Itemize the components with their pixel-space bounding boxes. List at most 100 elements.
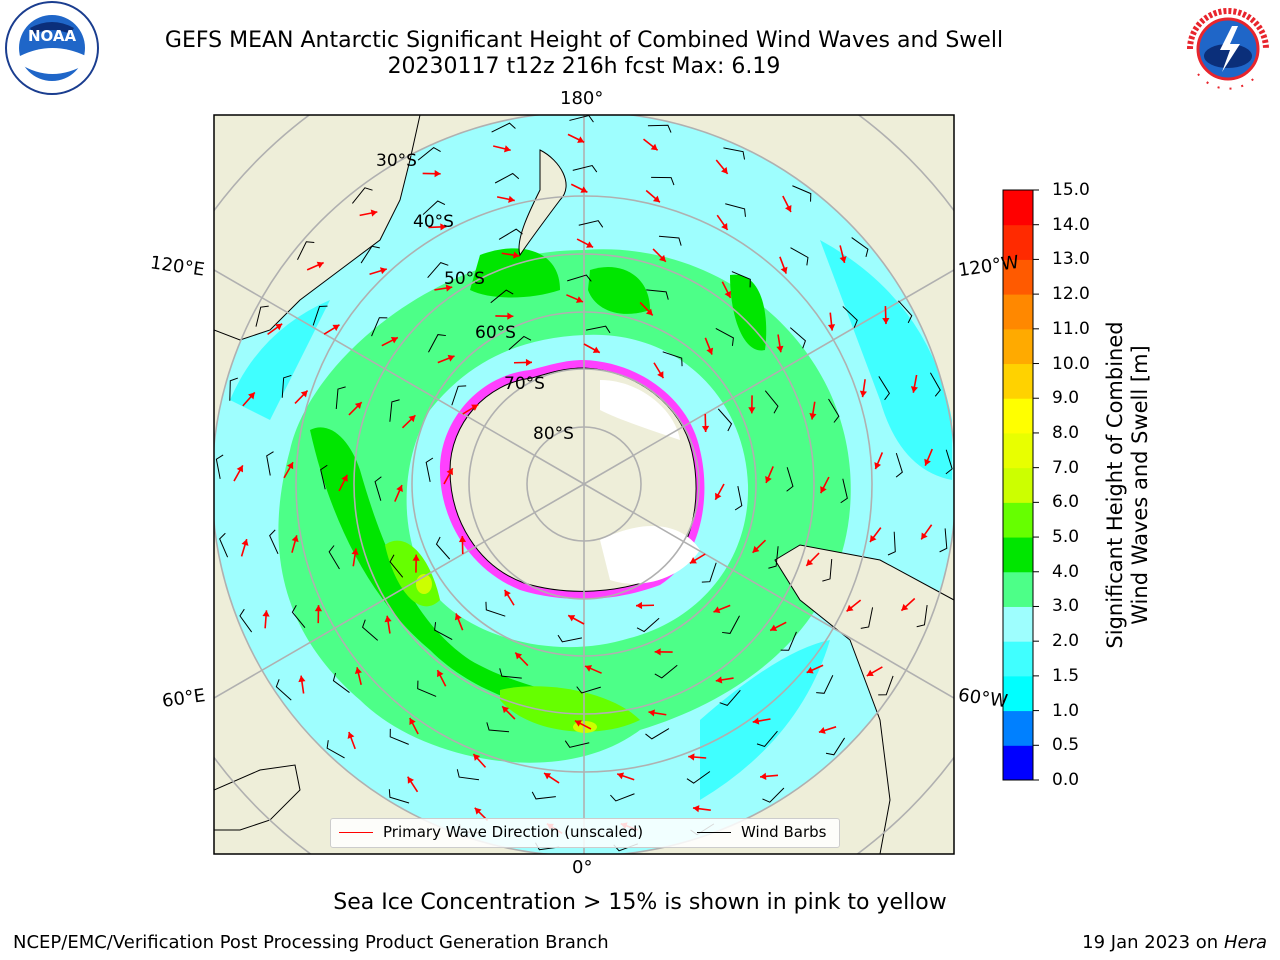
colorbar-band (1003, 745, 1033, 781)
wind-barb (456, 769, 480, 781)
colorbar-tick-label: 11.0 (1052, 318, 1090, 339)
wind-barb (585, 325, 611, 334)
wind-barb (725, 203, 746, 217)
noaa-logo: NOAA (0, 0, 104, 100)
wave-direction-arrowhead (409, 718, 416, 726)
wave-direction-arrowhead (636, 601, 643, 610)
colorbar-band (1003, 606, 1033, 642)
wind-barb (578, 220, 604, 228)
wave-direction-arrowhead (818, 726, 826, 734)
wind-barb (425, 457, 434, 483)
wave-direction-arrowhead (351, 548, 359, 555)
wind-barb (840, 478, 848, 504)
chart-title: GEFS MEAN Antarctic Significant Height o… (164, 28, 1004, 53)
wave-direction-arrowhead (650, 143, 658, 151)
wave-direction-arrowhead (770, 624, 778, 631)
wave-direction-arrowhead (354, 667, 362, 675)
wave-direction-arrowhead (776, 345, 784, 353)
wind-barb (451, 385, 467, 406)
wind-barb (498, 228, 523, 240)
wave-direction-arrowhead (713, 606, 721, 614)
wind-barb (351, 187, 373, 204)
colorbar-band (1003, 467, 1033, 503)
colorbar-tick-label: 7.0 (1052, 457, 1080, 478)
wave-direction-arrowhead (314, 605, 323, 612)
wind-barb (291, 604, 306, 629)
wind-barbs-layer (215, 115, 953, 852)
lat-label-40s: 40°S (413, 212, 454, 232)
wave-direction-arrowhead (241, 539, 249, 546)
wind-barb (658, 235, 682, 246)
wind-barb (435, 536, 451, 560)
wave-direction-arrowhead (370, 209, 378, 217)
colorbar-band (1003, 398, 1033, 434)
wind-barb (312, 305, 328, 326)
colorbar-band (1003, 641, 1033, 677)
wave-direction-arrows-layer (233, 133, 933, 834)
colorbar-tick-label: 1.0 (1052, 700, 1080, 721)
wind-barb (576, 686, 601, 694)
wind-barb (898, 300, 913, 324)
wind-barb (417, 146, 441, 161)
wind-barb (816, 675, 834, 694)
wind-barb (269, 529, 279, 555)
wind-barb (531, 791, 556, 800)
wind-barb (686, 771, 711, 784)
wave-direction-arrowhead (654, 648, 661, 656)
colorbar-band (1003, 363, 1033, 399)
colorbar-band (1003, 190, 1033, 226)
wave-direction-arrowhead (513, 251, 520, 259)
wave-direction-arrowhead (760, 772, 767, 780)
lon-label-0: 0° (572, 857, 593, 878)
wave-direction-arrowhead (525, 358, 532, 367)
wind-barb (715, 328, 734, 346)
wind-barb (662, 351, 683, 367)
wind-barb (335, 386, 346, 410)
wind-barb (422, 200, 446, 215)
colorbar-frame (1002, 189, 1034, 781)
wind-barb (654, 664, 678, 679)
australia-land (214, 115, 421, 341)
colorbar-band (1003, 328, 1033, 365)
colorbar-tick-label: 9.0 (1052, 388, 1080, 409)
wind-barb (389, 554, 404, 578)
wind-barb (486, 722, 510, 733)
wave-direction-arrowhead (407, 776, 414, 784)
wave-direction-arrowhead (507, 312, 514, 320)
colorbar-tick-label: 2.0 (1052, 631, 1080, 652)
wind-barb (939, 528, 948, 553)
wind-barb (945, 449, 953, 475)
colorbar-tick-label: 13.0 (1052, 249, 1090, 270)
wave-direction-arrowhead (574, 720, 582, 727)
colorbar-tick-label: 3.0 (1052, 596, 1080, 617)
wave-direction-arrowhead (390, 337, 398, 344)
swh-band-1.5 (230, 300, 330, 420)
wave-direction-arrowhead (645, 308, 653, 316)
wind-barb (297, 241, 315, 260)
wave-direction-arrowhead (286, 462, 294, 470)
wave-direction-arrowhead (585, 665, 592, 672)
wind-barb (428, 334, 446, 353)
wave-direction-arrowhead (721, 222, 728, 230)
wind-barb (916, 604, 928, 628)
wave-direction-arrowhead (262, 610, 270, 617)
wind-barb (485, 601, 506, 617)
nws-logo (1176, 0, 1280, 100)
wave-direction-arrowhead (688, 753, 695, 761)
wave-direction-arrowhead (701, 425, 710, 432)
wind-barb (499, 668, 522, 679)
wave-direction-arrowhead (724, 290, 731, 298)
wind-barb (722, 615, 740, 634)
wave-direction-arrowhead (752, 717, 760, 725)
wind-barb (567, 274, 592, 282)
colorbar-band (1003, 571, 1033, 607)
wave-direction-arrowhead (866, 669, 874, 677)
colorbar-band (1003, 294, 1033, 330)
colorbar-band (1003, 502, 1033, 538)
wave-direction-arrowhead (347, 731, 355, 739)
colorbar-tick-label: 0.0 (1052, 770, 1080, 790)
wave-direction-arrowhead (846, 604, 854, 612)
wave-direction-arrowhead (580, 186, 588, 193)
wind-barb (610, 793, 635, 802)
